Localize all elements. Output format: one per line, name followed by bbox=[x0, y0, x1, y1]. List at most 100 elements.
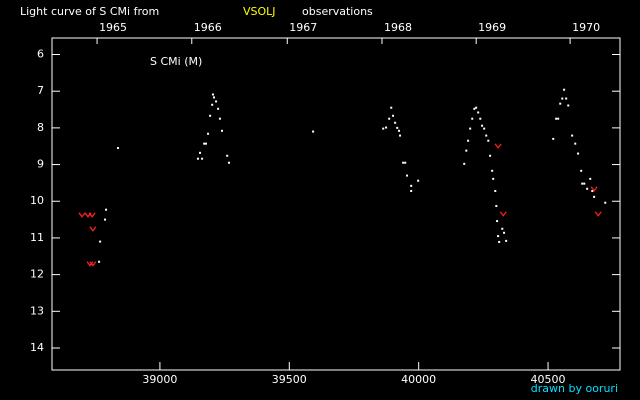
x-tick-label: 40000 bbox=[401, 373, 436, 386]
plot-frame bbox=[51, 37, 621, 371]
limit-marker bbox=[86, 261, 94, 267]
data-point bbox=[593, 195, 596, 198]
data-point bbox=[199, 151, 202, 154]
data-point bbox=[98, 260, 101, 263]
data-point bbox=[410, 189, 413, 192]
y-tick-label: 14 bbox=[30, 341, 44, 354]
data-point bbox=[581, 182, 584, 185]
data-point bbox=[481, 124, 484, 127]
year-label: 1969 bbox=[478, 21, 506, 34]
data-point bbox=[211, 103, 214, 106]
data-point bbox=[563, 88, 566, 91]
data-point bbox=[204, 142, 207, 145]
data-point bbox=[501, 227, 504, 230]
limit-marker bbox=[89, 261, 97, 267]
y-tick-label: 12 bbox=[30, 268, 44, 281]
data-point bbox=[104, 218, 107, 221]
data-point bbox=[463, 162, 466, 165]
y-tick-label: 11 bbox=[30, 231, 44, 244]
data-point bbox=[410, 184, 413, 187]
annotation: S CMi (M) bbox=[150, 55, 202, 68]
data-point bbox=[492, 177, 495, 180]
y-tick-label: 7 bbox=[37, 84, 44, 97]
year-label: 1966 bbox=[194, 21, 222, 34]
limit-marker bbox=[594, 211, 602, 217]
data-point bbox=[312, 130, 315, 133]
data-point bbox=[485, 134, 488, 137]
data-point bbox=[398, 129, 401, 132]
data-point bbox=[475, 106, 478, 109]
data-point bbox=[580, 169, 583, 172]
data-point bbox=[218, 117, 221, 120]
data-point bbox=[469, 127, 472, 130]
x-tick-label: 40500 bbox=[531, 373, 566, 386]
y-tick-label: 10 bbox=[30, 194, 44, 207]
data-point bbox=[559, 102, 562, 105]
source: VSOLJ bbox=[243, 5, 276, 18]
year-label: 1970 bbox=[572, 21, 600, 34]
data-point bbox=[604, 201, 607, 204]
data-point bbox=[217, 107, 220, 110]
data-point bbox=[203, 142, 206, 145]
data-point bbox=[496, 220, 499, 223]
data-point bbox=[583, 182, 586, 185]
data-point bbox=[565, 97, 568, 100]
data-point bbox=[404, 161, 407, 164]
limit-marker bbox=[494, 143, 502, 149]
data-point bbox=[105, 208, 108, 211]
data-point bbox=[209, 114, 212, 117]
y-tick-label: 9 bbox=[37, 158, 44, 171]
data-point bbox=[211, 93, 214, 96]
x-tick-label: 39500 bbox=[272, 373, 307, 386]
data-point bbox=[215, 100, 218, 103]
data-point bbox=[382, 127, 385, 130]
data-point bbox=[388, 117, 391, 120]
data-point bbox=[385, 126, 388, 129]
data-point bbox=[591, 189, 594, 192]
data-point bbox=[201, 157, 204, 160]
data-point bbox=[99, 240, 102, 243]
data-point bbox=[390, 106, 393, 109]
limit-marker bbox=[88, 212, 96, 218]
data-point bbox=[505, 239, 508, 242]
data-point bbox=[396, 126, 399, 129]
data-point bbox=[571, 134, 574, 137]
chart-title-suffix: observations bbox=[302, 5, 373, 18]
data-point bbox=[465, 149, 468, 152]
data-point bbox=[589, 177, 592, 180]
data-point bbox=[567, 104, 570, 107]
data-point bbox=[477, 111, 480, 114]
data-point bbox=[586, 187, 589, 190]
data-point bbox=[555, 117, 558, 120]
data-point bbox=[471, 117, 474, 120]
data-point bbox=[402, 161, 405, 164]
data-point bbox=[574, 142, 577, 145]
limit-marker bbox=[590, 186, 598, 192]
year-label: 1967 bbox=[289, 21, 317, 34]
data-point bbox=[467, 139, 470, 142]
data-point bbox=[392, 114, 395, 117]
data-point bbox=[552, 137, 555, 140]
data-point bbox=[557, 117, 560, 120]
year-label: 1965 bbox=[99, 21, 127, 34]
y-tick-label: 6 bbox=[37, 48, 44, 61]
data-point bbox=[207, 132, 210, 135]
credit: drawn by ooruri bbox=[531, 382, 618, 395]
data-point bbox=[561, 97, 564, 100]
y-tick-label: 8 bbox=[37, 121, 44, 134]
data-point bbox=[417, 179, 420, 182]
data-point bbox=[196, 157, 199, 160]
data-point bbox=[226, 154, 229, 157]
data-point bbox=[487, 139, 490, 142]
data-point bbox=[577, 152, 580, 155]
limit-marker bbox=[89, 226, 97, 232]
data-point bbox=[212, 96, 215, 99]
limit-marker bbox=[78, 212, 86, 218]
y-tick-label: 13 bbox=[30, 304, 44, 317]
data-point bbox=[406, 174, 409, 177]
data-point bbox=[227, 161, 230, 164]
data-point bbox=[497, 235, 500, 238]
